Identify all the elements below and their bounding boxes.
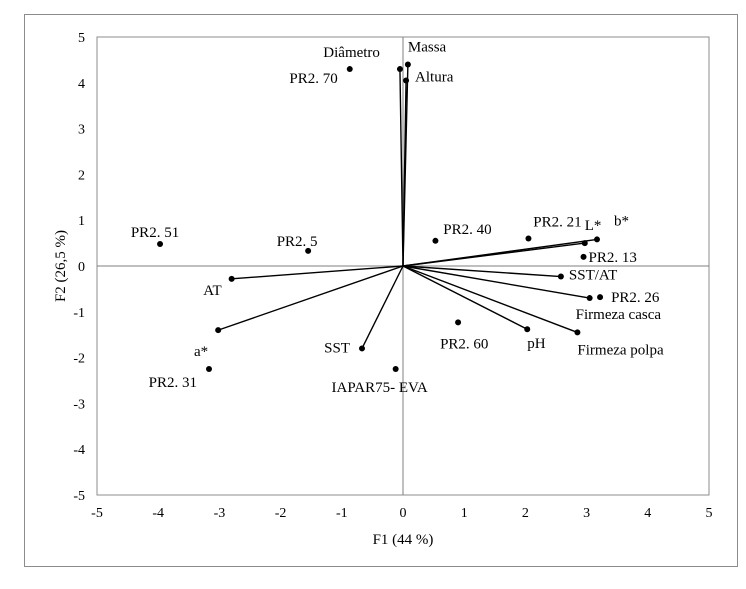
x-tick-label: 4 [644, 506, 651, 521]
variable-vector [402, 265, 561, 278]
variable-label: pH [527, 336, 546, 352]
y-tick-label: 3 [78, 123, 85, 138]
observation-point [205, 366, 212, 373]
variable-point [581, 240, 588, 247]
variable-vector [361, 265, 404, 349]
variable-point [524, 326, 531, 333]
observation-label: PR2. 5 [277, 234, 318, 250]
variable-label: SST [324, 340, 350, 356]
observation-point [432, 237, 439, 244]
y-tick-label: 0 [78, 260, 85, 275]
variable-label: Massa [408, 39, 447, 55]
variable-label: Firmeza casca [576, 307, 662, 323]
variable-point [557, 273, 564, 280]
x-tick-label: 3 [583, 506, 590, 521]
variable-point [228, 275, 235, 282]
variable-vector [399, 69, 404, 267]
observation-label: PR2. 26 [611, 290, 660, 306]
variable-label: SST/AT [569, 268, 617, 284]
y-tick-label: 4 [78, 77, 85, 92]
variable-vector [402, 238, 598, 267]
observation-point [580, 253, 587, 260]
observation-point [157, 241, 164, 248]
y-tick-label: 2 [78, 168, 85, 183]
y-tick-label: -1 [73, 306, 85, 321]
variable-label: b* [614, 213, 629, 229]
chart-frame: -5 -4 -3 -2 -1 0 1 2 3 4 5 -5 -4 -3 -2 -1 0 1 2 3 4 5 Diâmetr… [24, 14, 738, 567]
x-tick-label: 5 [706, 506, 713, 521]
y-tick-label: -2 [73, 352, 85, 367]
observation-point [525, 235, 532, 242]
x-tick-label: -3 [214, 506, 226, 521]
observation-point [455, 319, 462, 326]
y-tick-label: -4 [73, 443, 85, 458]
y-tick-label: -3 [73, 397, 85, 412]
y-tick-label: -5 [73, 489, 85, 504]
x-tick-label: 0 [400, 506, 407, 521]
observation-label: PR2. 51 [131, 225, 179, 241]
variable-point [215, 327, 222, 334]
variable-point [586, 295, 593, 302]
x-tick-label: 2 [522, 506, 529, 521]
observation-label: PR2. 60 [440, 336, 488, 352]
x-tick-label: 1 [461, 506, 468, 521]
variable-point [594, 236, 601, 243]
variable-label: AT [203, 283, 221, 299]
variable-label: L* [585, 218, 602, 234]
pca-biplot: -5 -4 -3 -2 -1 0 1 2 3 4 5 -5 -4 -3 -2 -1 0 1 2 3 4 5 Diâmetr… [53, 31, 713, 548]
x-tick-label: -4 [152, 506, 164, 521]
observation-label: PR2. 40 [443, 222, 491, 238]
variable-point [574, 329, 581, 336]
y-tick-label: 5 [78, 31, 85, 46]
variable-point [358, 345, 365, 352]
x-tick-label: -2 [275, 506, 287, 521]
observation-point [305, 247, 312, 254]
variable-label: Firmeza polpa [577, 342, 664, 358]
observation-label: IAPAR75- EVA [332, 380, 428, 396]
variable-vector [402, 80, 407, 267]
x-axis-title: F1 (44 %) [373, 532, 434, 548]
variable-vector [402, 265, 590, 299]
variable-label: Diâmetro [323, 45, 380, 61]
x-tick-label: -1 [336, 506, 348, 521]
x-tick-label: -5 [91, 506, 103, 521]
variable-point [403, 77, 410, 84]
observation-label: PR2. 13 [589, 250, 637, 266]
observation-point [346, 66, 353, 73]
variable-vector [402, 265, 578, 334]
observation-label: PR2. 31 [149, 375, 197, 391]
y-axis-title: F2 (26,5 %) [53, 230, 69, 302]
y-tick-label: 1 [78, 214, 85, 229]
observation-label: PR2. 70 [289, 71, 337, 87]
variable-vector [217, 265, 404, 331]
observation-label: PR2. 21 [533, 215, 581, 231]
variable-vector [402, 265, 528, 330]
variable-point [396, 66, 403, 73]
observation-point [392, 366, 399, 373]
variable-point [404, 61, 411, 68]
variable-label: Altura [415, 70, 454, 86]
variable-vector [231, 265, 404, 280]
observation-point [597, 294, 604, 301]
variable-label: a* [194, 344, 208, 360]
